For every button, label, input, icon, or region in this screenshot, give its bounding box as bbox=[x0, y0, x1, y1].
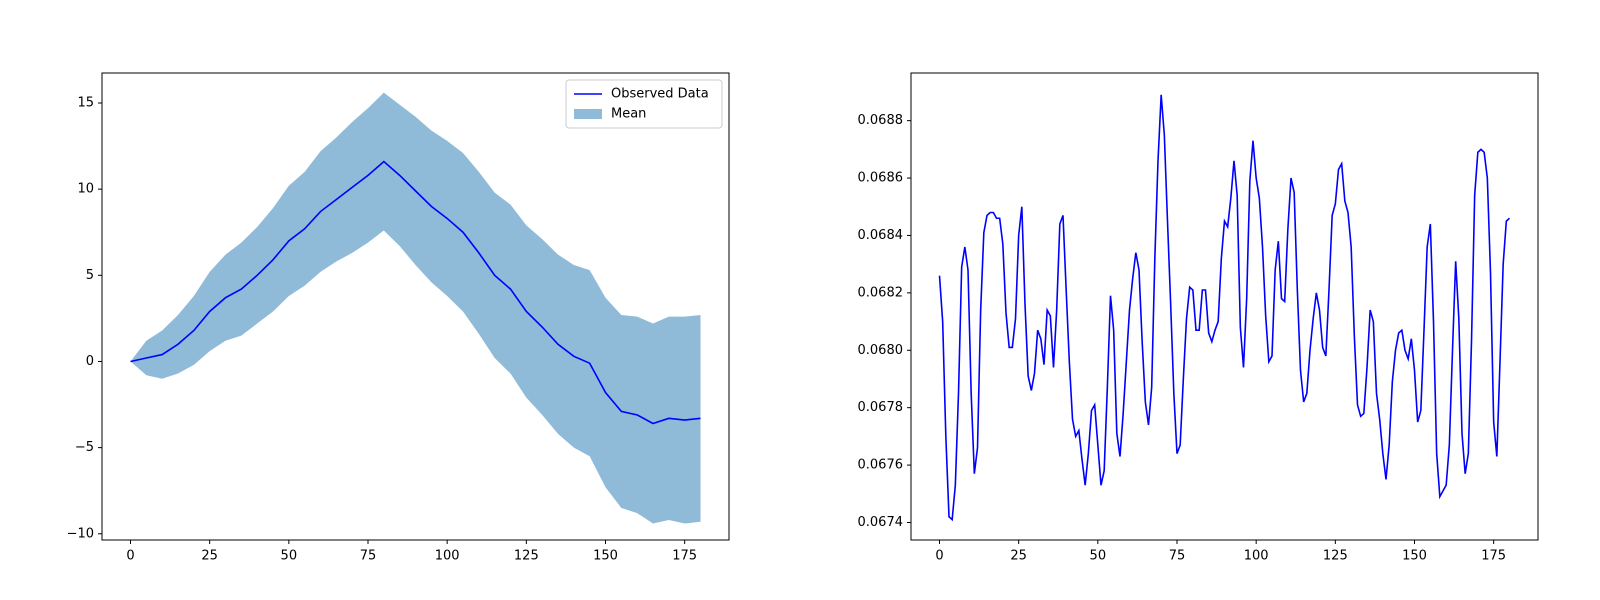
x-tick-label: 150 bbox=[593, 549, 618, 564]
x-tick-label: 150 bbox=[1402, 549, 1427, 564]
y-tick-label: 5 bbox=[86, 268, 94, 283]
band bbox=[130, 92, 701, 524]
legend-label: Observed Data bbox=[611, 87, 709, 102]
x-tick-label: 25 bbox=[201, 549, 218, 564]
x-tick-label: 0 bbox=[935, 549, 943, 564]
y-tick-label: 0 bbox=[86, 354, 94, 369]
axes-frame bbox=[101, 72, 730, 541]
line bbox=[130, 160, 701, 425]
x-tick-label: 50 bbox=[281, 549, 298, 564]
y-tick-label: 0.0680 bbox=[858, 343, 904, 358]
x-tick-label: 75 bbox=[360, 549, 377, 564]
y-tick-label: 0.0686 bbox=[858, 171, 904, 186]
y-tick-label: 0.0684 bbox=[858, 228, 904, 243]
line bbox=[938, 94, 1511, 522]
axes-frame bbox=[910, 72, 1539, 541]
y-tick-label: 0.0674 bbox=[858, 515, 904, 530]
legend-label: Mean bbox=[611, 107, 646, 122]
x-tick-label: 125 bbox=[1323, 549, 1348, 564]
x-tick-label: 25 bbox=[1010, 549, 1027, 564]
y-tick-label: 10 bbox=[77, 182, 94, 197]
x-tick-label: 125 bbox=[514, 549, 539, 564]
x-tick-label: 50 bbox=[1090, 549, 1107, 564]
x-tick-label: 75 bbox=[1169, 549, 1186, 564]
legend-patch bbox=[574, 109, 602, 119]
x-tick-label: 175 bbox=[672, 549, 697, 564]
legend bbox=[565, 79, 723, 129]
x-tick-label: 0 bbox=[126, 549, 134, 564]
y-tick-label: 0.0676 bbox=[858, 458, 904, 473]
y-tick-label: 15 bbox=[77, 95, 94, 110]
y-tick-label: 0.0678 bbox=[858, 400, 904, 415]
x-tick-label: 100 bbox=[435, 549, 460, 564]
y-tick-label: −10 bbox=[67, 526, 94, 541]
x-tick-label: 175 bbox=[1481, 549, 1506, 564]
x-tick-label: 100 bbox=[1244, 549, 1269, 564]
y-tick-label: −5 bbox=[75, 440, 94, 455]
y-tick-label: 0.0682 bbox=[858, 285, 904, 300]
y-tick-label: 0.0688 bbox=[858, 113, 904, 128]
